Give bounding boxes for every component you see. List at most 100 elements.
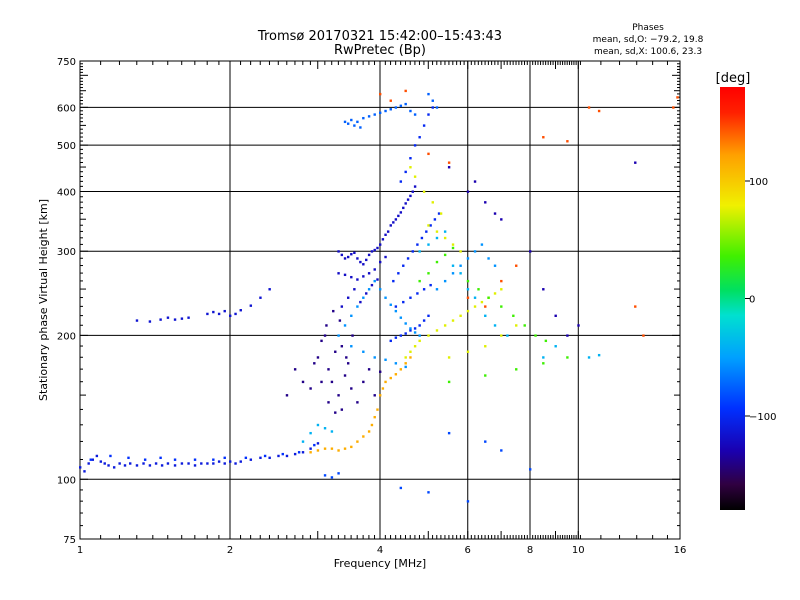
data-point [577,324,580,327]
data-point [365,292,368,295]
data-point [373,279,376,283]
data-point [362,435,365,438]
data-point [409,350,412,353]
data-point [399,486,403,490]
data-point [373,415,376,419]
data-point [399,180,403,183]
data-point [459,314,462,318]
data-point [334,350,337,353]
data-point [542,356,545,359]
axis-ticks [79,60,680,540]
data-point [362,275,365,278]
data-point [338,319,342,322]
data-point [459,272,462,275]
data-point [343,257,347,260]
data-point [529,250,532,253]
data-point [350,314,353,318]
data-point [411,250,414,253]
data-point [367,115,371,118]
x-tick-labels: 1 2 4 6 8 10 16 [77,545,687,556]
data-point [142,462,145,465]
data-point [340,305,344,308]
data-point [127,456,130,460]
data-point [320,380,323,384]
data-point [367,288,371,291]
phases-info-o-mode: mean, sd,O: −79.2, 19.8 [593,35,704,45]
data-point [443,236,447,240]
data-point [566,140,569,143]
data-point [297,451,301,454]
data-point [187,462,190,465]
data-point [367,272,371,275]
data-point [435,236,439,240]
data-point [373,268,376,271]
data-point [466,309,470,313]
data-point [416,292,419,295]
data-point [447,356,451,359]
data-point [166,462,170,465]
data-point [409,296,412,299]
data-point [206,312,209,316]
data-point [397,214,400,218]
data-point [323,334,327,337]
data-point [484,314,487,318]
data-point [487,257,490,260]
data-point [435,329,439,332]
data-point [239,460,242,463]
data-point [223,309,226,313]
data-point [394,336,398,339]
data-point [542,288,545,291]
data-point [293,452,297,456]
data-point [443,230,447,233]
data-point [500,449,503,452]
x-tick-label: 4 [377,545,383,556]
data-point [173,464,177,467]
data-point [263,454,267,458]
data-point [313,443,316,447]
data-point [392,279,395,283]
data-point [597,353,601,357]
data-point [480,243,484,246]
data-point [343,374,347,377]
data-point [466,190,470,193]
data-point [356,440,359,443]
data-point [413,175,417,178]
data-point [676,96,679,99]
data-point [515,264,518,267]
data-point [587,106,591,109]
data-point [379,288,382,291]
plot-area [79,60,681,540]
data-point [493,292,497,295]
data-point [542,136,545,139]
data-point [429,224,432,227]
y-tick-label: 600 [57,103,76,114]
data-point [500,305,503,308]
data-point [466,288,470,291]
data-point [330,380,334,384]
data-point [427,491,430,494]
data-point [91,458,95,461]
data-point [384,296,387,299]
data-point [487,296,490,299]
data-point [515,324,518,327]
data-point [427,334,430,337]
data-point [500,288,503,291]
data-point [435,260,439,264]
data-point [418,339,421,343]
data-point [451,319,455,322]
data-point [402,206,405,210]
data-point [597,109,601,113]
data-point [381,387,385,390]
data-point [384,109,387,113]
data-point [112,466,116,469]
colorbar-tick-label: 0 [749,295,755,306]
data-point [413,113,417,116]
colorbar-tick-label: 100 [749,177,768,188]
data-point [212,458,215,461]
data-point [500,218,503,221]
data-point [642,334,645,337]
data-point [373,113,376,116]
data-point [107,464,110,467]
data-point [268,456,271,460]
data-point [323,474,327,477]
